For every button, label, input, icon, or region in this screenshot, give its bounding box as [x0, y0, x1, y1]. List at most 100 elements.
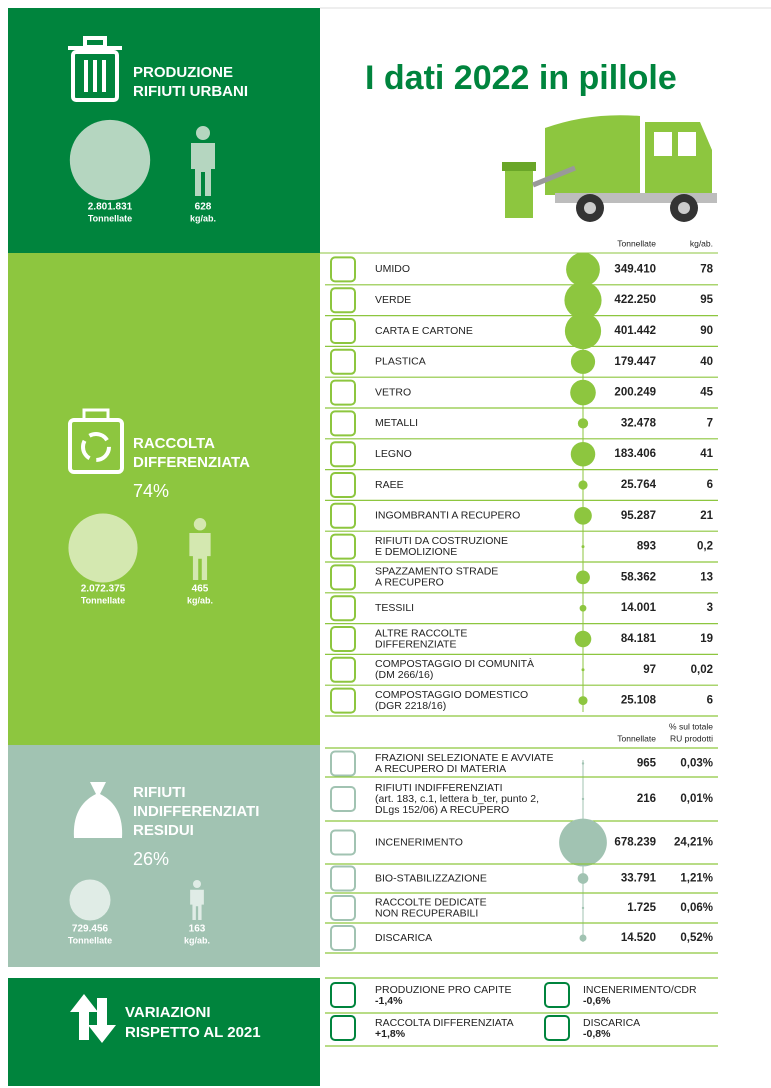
row-label: VETRO	[375, 386, 411, 398]
value-circle	[574, 506, 592, 525]
per-capita-value: 163	[189, 924, 206, 935]
value-circle	[577, 418, 589, 429]
category-icon	[330, 829, 356, 856]
tonnes-circle	[69, 119, 151, 201]
per-capita-value: 7	[707, 417, 713, 429]
row-label: (art. 183, c.1, lettera b_ter, punto 2,	[375, 793, 539, 805]
change-label: PRODUZIONE PRO CAPITE	[375, 984, 512, 996]
per-capita-label: kg/ab.	[184, 935, 210, 945]
value-circle	[564, 281, 602, 319]
share: 74%	[133, 481, 169, 501]
row-label: DISCARICA	[375, 932, 432, 944]
per-capita-value: 0,02	[691, 664, 713, 676]
truck-illustration	[502, 115, 717, 222]
per-capita-value: 3	[707, 602, 713, 614]
category-icon	[330, 786, 356, 812]
row-label: BIO-STABILIZZAZIONE	[375, 872, 487, 884]
share: 26%	[133, 849, 169, 869]
row-label: PLASTICA	[375, 356, 426, 368]
row-label: A RECUPERO DI MATERIA	[375, 763, 506, 775]
change-label: INCENERIMENTO/CDR	[583, 984, 697, 996]
production-panel	[8, 8, 320, 253]
row-label: FRAZIONI SELEZIONATE E AVVIATE	[375, 752, 554, 764]
tonnes-value: 32.478	[621, 417, 657, 429]
category-icon	[330, 626, 356, 652]
value-circle	[577, 873, 589, 884]
value-circle	[579, 604, 587, 612]
section-title: RESIDUI	[133, 822, 194, 839]
row-label: VERDE	[375, 294, 411, 306]
value-circle	[581, 668, 585, 672]
category-icon	[330, 318, 356, 344]
row-label: RAEE	[375, 479, 404, 491]
tonnes-value: 58.362	[621, 571, 656, 583]
change-value: -1,4%	[375, 995, 403, 1007]
value-circle	[576, 570, 590, 585]
row-label: SPAZZAMENTO STRADE	[375, 566, 498, 578]
person-icon	[190, 889, 204, 920]
section-title: RACCOLTA	[133, 435, 215, 452]
section-title: DIFFERENZIATA	[133, 454, 250, 471]
section-title: INDIFFERENZIATI	[133, 803, 259, 820]
column-header: Tonnellate	[617, 238, 656, 248]
per-capita-value: 6	[707, 479, 713, 491]
value-circle	[579, 934, 587, 942]
tonnes-value: 179.447	[614, 356, 656, 368]
row-label: UMIDO	[375, 263, 410, 275]
category-icon	[330, 564, 356, 591]
separate-panel	[8, 253, 320, 745]
tonnes-value: 2.072.375	[81, 584, 126, 595]
tonnes-value: 216	[637, 793, 656, 805]
category-icon	[330, 750, 356, 777]
category-icon	[330, 379, 356, 406]
row-label: RIFIUTI DA COSTRUZIONE	[375, 535, 508, 547]
per-capita-value: 45	[700, 387, 713, 399]
per-capita-value: 21	[700, 510, 713, 522]
arrows-icon	[70, 994, 116, 1043]
row-label: (DGR 2218/16)	[375, 700, 446, 712]
tonnes-value: 893	[637, 541, 656, 553]
value-circle	[566, 252, 600, 287]
section-title: RIFIUTI	[133, 784, 186, 801]
tonnes-value: 200.249	[614, 387, 656, 399]
tonnes-value: 422.250	[614, 294, 656, 306]
value-circle	[570, 441, 596, 467]
per-capita-value: 628	[195, 202, 212, 213]
person-icon	[196, 126, 210, 140]
value-circle	[570, 379, 596, 406]
category-icon	[330, 441, 356, 468]
tonnes-value: 14.001	[621, 602, 657, 614]
category-icon	[330, 925, 356, 951]
change-label: RACCOLTA DIFFERENZIATA	[375, 1017, 514, 1029]
tonnes-circle	[69, 879, 111, 921]
tonnes-value: 2.801.831	[88, 202, 133, 213]
value-circle	[581, 797, 585, 801]
category-icon	[330, 533, 356, 560]
per-capita-value: 19	[700, 633, 713, 645]
change-value: +1,8%	[375, 1028, 406, 1040]
category-icon	[330, 256, 356, 283]
value-circle	[581, 906, 585, 910]
value-circle	[581, 545, 585, 549]
category-icon	[330, 502, 356, 529]
category-icon	[330, 472, 356, 498]
category-icon	[330, 348, 356, 375]
recycle-bin-icon	[68, 408, 124, 474]
category-icon	[330, 410, 356, 437]
tonnes-value: 678.239	[614, 837, 656, 849]
residual-panel	[8, 745, 320, 967]
tonnes-value: 729.456	[72, 924, 109, 935]
column-header: kg/ab.	[690, 238, 713, 248]
bag-icon	[73, 782, 123, 838]
change-value: -0,8%	[583, 1028, 611, 1040]
tonnes-value: 183.406	[614, 448, 656, 460]
person-icon	[191, 143, 215, 196]
tonnes-value: 349.410	[614, 263, 656, 275]
column-header: % sul totale	[669, 721, 713, 731]
row-label: COMPOSTAGGIO DOMESTICO	[375, 689, 528, 701]
row-label: DLgs 152/06) A RECUPERO	[375, 804, 509, 816]
per-capita-value: 78	[700, 263, 713, 275]
per-capita-value: 6	[707, 695, 713, 707]
page-title: I dati 2022 in pillole	[365, 59, 677, 97]
